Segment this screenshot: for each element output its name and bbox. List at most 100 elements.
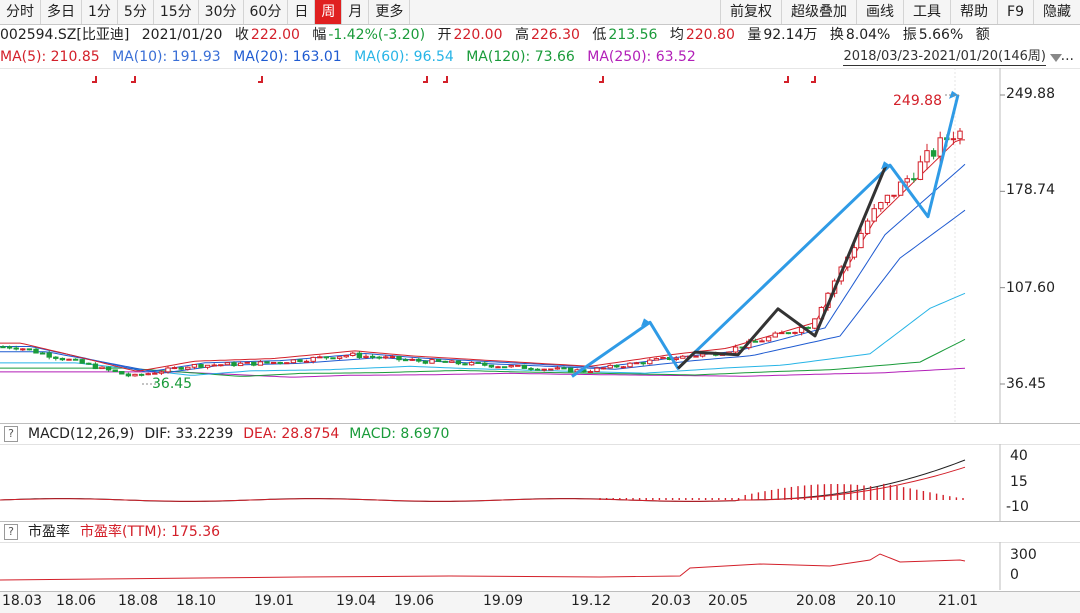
- x-tick-13: 21.01: [938, 593, 979, 609]
- period-tab-6[interactable]: 60分: [244, 0, 289, 24]
- pe-chart[interactable]: [0, 542, 1080, 590]
- candle-body: [152, 372, 158, 375]
- pe-help-icon[interactable]: ?: [4, 524, 18, 540]
- candle-body: [501, 366, 508, 369]
- event-marker-1[interactable]: [131, 76, 136, 83]
- candle-body: [86, 362, 92, 365]
- period-tab-8[interactable]: 周: [315, 0, 343, 24]
- x-tick-2: 18.08: [118, 593, 159, 609]
- macd-chart[interactable]: [0, 444, 1080, 522]
- toolbar-actions: 前复权 超级叠加 画线 工具 帮助 F9 隐藏: [720, 0, 1080, 24]
- period-tab-1[interactable]: 多日: [41, 0, 82, 24]
- event-marker-4[interactable]: [443, 76, 448, 83]
- candle-body: [369, 355, 376, 358]
- period-tab-0[interactable]: 分时: [0, 0, 41, 24]
- candle-body: [350, 352, 356, 356]
- candle-body: [660, 356, 666, 360]
- candle-body: [442, 360, 448, 363]
- candle-body: [303, 360, 310, 363]
- candle-body: [482, 362, 488, 366]
- toolbar-action-2[interactable]: 画线: [856, 0, 903, 24]
- candle-body: [198, 364, 204, 368]
- pe-header: ? 市盈率 市盈率(TTM): 175.36: [0, 521, 1080, 543]
- low-field: 低 213.56: [592, 27, 657, 43]
- toolbar-action-0[interactable]: 前复权: [720, 0, 781, 24]
- candle-body: [640, 362, 646, 365]
- candle-body: [422, 360, 429, 364]
- candle-body: [237, 362, 244, 367]
- toolbar-action-1[interactable]: 超级叠加: [781, 0, 856, 24]
- event-marker-0[interactable]: [92, 76, 97, 83]
- quote-info-row: 002594.SZ[比亚迪] 2021/01/20 收 222.00 幅 -1.42…: [0, 25, 1080, 46]
- candle-body: [653, 358, 660, 361]
- candle-body: [270, 361, 277, 364]
- event-marker-3[interactable]: [423, 76, 428, 83]
- more-icon[interactable]: ...: [1060, 48, 1074, 64]
- arrow-head-2: [881, 161, 890, 170]
- candle-body: [462, 363, 468, 366]
- trend-line-black[interactable]: [676, 164, 888, 370]
- price-chart[interactable]: [0, 68, 1080, 423]
- avg-field: 均 220.80: [670, 27, 735, 43]
- period-tab-9[interactable]: 月: [342, 0, 370, 24]
- candle-body: [204, 364, 211, 368]
- macd-axis-label-0: 40: [1010, 448, 1028, 464]
- candle-body: [884, 194, 891, 204]
- toolbar-action-4[interactable]: 帮助: [950, 0, 997, 24]
- candle-body: [297, 359, 303, 362]
- high-price-annotation: 249.88: [893, 93, 942, 109]
- candle-body: [627, 362, 633, 368]
- candle-body: [244, 361, 250, 364]
- toolbar-action-5[interactable]: F9: [997, 0, 1033, 24]
- period-tab-4[interactable]: 15分: [154, 0, 199, 24]
- ma120-legend: MA(120): 73.66: [466, 49, 575, 65]
- date-label: 2021/01/20: [141, 27, 223, 43]
- event-marker-5[interactable]: [599, 76, 604, 83]
- x-tick-8: 19.12: [571, 593, 612, 609]
- candle-body: [620, 366, 627, 369]
- symbol-label[interactable]: 002594.SZ[比亚迪]: [0, 27, 130, 43]
- period-tab-2[interactable]: 1分: [82, 0, 118, 24]
- event-marker-7[interactable]: [811, 76, 816, 83]
- period-tab-7[interactable]: 日: [288, 0, 316, 24]
- macd-header: ? MACD(12,26,9) DIF: 33.2239 DEA: 28.8754 MA…: [0, 423, 1080, 445]
- candle-body: [541, 368, 547, 371]
- candle-body: [343, 354, 349, 358]
- event-marker-2[interactable]: [258, 76, 263, 83]
- candle-body: [185, 366, 191, 370]
- candle-body: [105, 366, 112, 371]
- candle-body: [26, 348, 33, 351]
- trend-line-blue[interactable]: [571, 94, 960, 378]
- period-tab-5[interactable]: 30分: [199, 0, 244, 24]
- candle-body: [851, 247, 858, 258]
- candle-body: [561, 367, 567, 370]
- x-tick-3: 18.10: [176, 593, 217, 609]
- candle-body: [138, 373, 145, 376]
- macd-title[interactable]: MACD(12,26,9): [28, 426, 135, 442]
- period-tab-3[interactable]: 5分: [118, 0, 154, 24]
- turnover-field: 换 8.04%: [830, 27, 890, 43]
- candle-body: [363, 355, 369, 358]
- candle-body: [732, 346, 739, 353]
- candle-body: [6, 346, 13, 349]
- chevron-down-icon[interactable]: [1050, 54, 1062, 62]
- event-marker-6[interactable]: [784, 76, 789, 83]
- toolbar-action-3[interactable]: 工具: [903, 0, 950, 24]
- candle-body: [112, 369, 118, 373]
- pe-title[interactable]: 市盈率: [28, 524, 70, 540]
- candle-body: [614, 364, 620, 368]
- ma20-legend: MA(20): 163.01: [233, 49, 342, 65]
- candle-body: [554, 367, 561, 370]
- macd-value: MACD: 8.6970: [349, 426, 450, 442]
- period-tab-10[interactable]: 更多: [369, 0, 411, 24]
- candle-body: [0, 346, 6, 349]
- candle-body: [548, 368, 554, 371]
- date-range-selector[interactable]: 2018/03/23-2021/01/20(146周): [843, 49, 1046, 66]
- volume-value: 92.14万: [763, 27, 818, 43]
- candle-body: [468, 361, 475, 366]
- candle-body: [475, 361, 481, 364]
- toolbar-action-6[interactable]: 隐藏: [1033, 0, 1080, 24]
- candle-body: [785, 332, 792, 335]
- macd-help-icon[interactable]: ?: [4, 426, 18, 442]
- ma120-line: [0, 338, 966, 377]
